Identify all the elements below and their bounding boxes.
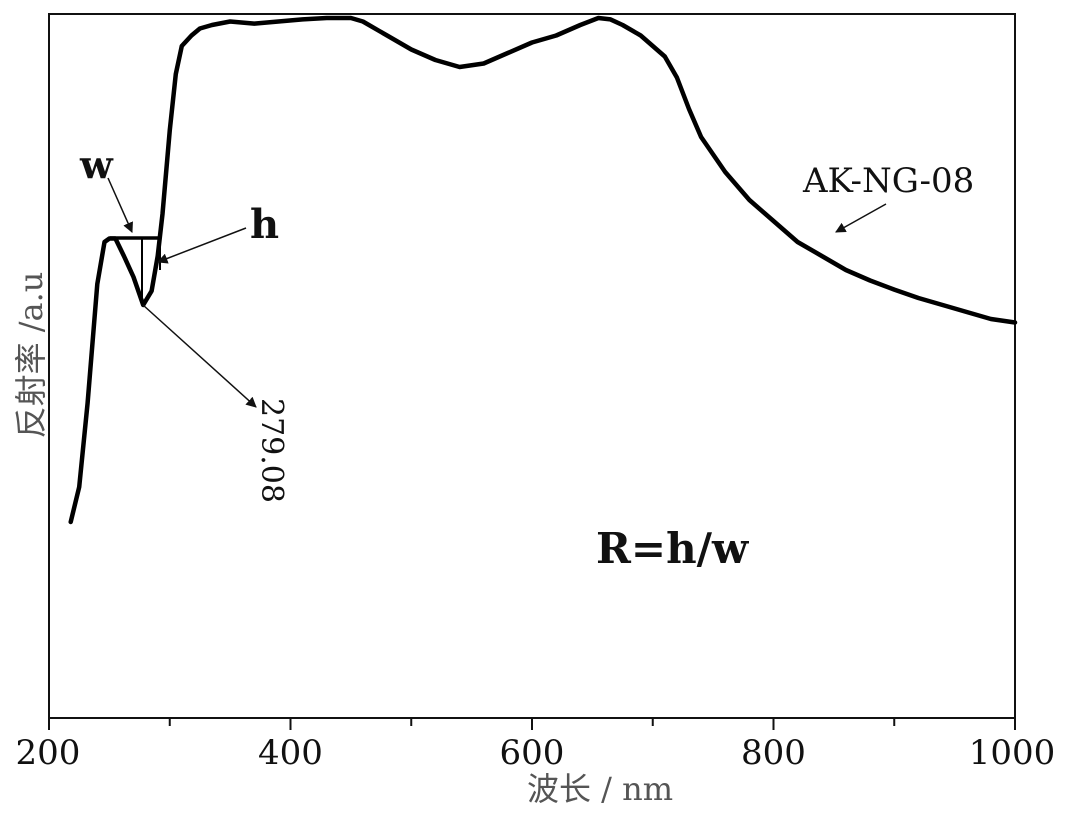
x-tick-label: 1000 [969,733,1056,773]
x-axis-ticks [48,718,1016,730]
x-tick-label: 200 [16,733,81,773]
peak-arrow [142,304,257,408]
series-label-arrow [835,203,887,233]
h-arrow [157,227,247,264]
series-label: AK-NG-08 [802,161,974,201]
x-tick-label: 600 [500,733,565,773]
formula-label: R=h/w [596,524,749,573]
x-axis-title: 波长 / nm [527,770,673,808]
y-axis-title: 反射率 /a.u [12,272,50,439]
x-axis-tick-labels: 200 400 600 800 1000 [16,733,1056,773]
h-label: h [250,201,279,248]
plot-frame [48,13,1016,719]
x-tick-label: 400 [258,733,323,773]
series-line-ak-ng-08 [68,15,1018,525]
peak-wavelength-label: 279.08 [254,398,289,503]
w-label: w [79,142,114,187]
w-arrow [107,177,133,233]
x-tick-label: 800 [741,733,806,773]
